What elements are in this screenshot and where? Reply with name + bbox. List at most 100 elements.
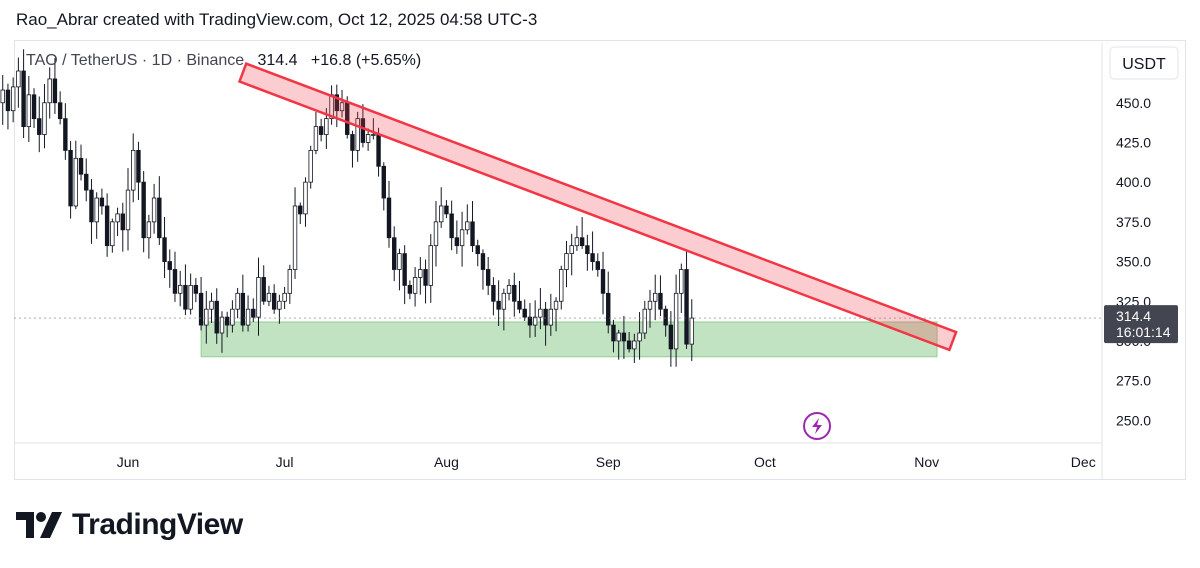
candle-down xyxy=(376,134,381,167)
candle-up xyxy=(438,205,444,223)
symbol-legend[interactable]: TAO / TetherUS · 1D · Binance 314.4 +16.… xyxy=(26,52,421,70)
price-tick-label: 350.0 xyxy=(1116,254,1151,270)
candle-up xyxy=(501,292,507,310)
candle-down xyxy=(485,269,491,286)
candle xyxy=(564,240,569,288)
candle-down xyxy=(334,94,339,112)
candle-up xyxy=(292,205,298,270)
time-tick-label: Sep xyxy=(596,454,621,470)
candle-down xyxy=(407,284,413,294)
candle xyxy=(512,272,517,317)
candle xyxy=(433,200,439,267)
candle-down xyxy=(5,89,11,112)
candle-up xyxy=(553,300,559,310)
currency-label[interactable]: USDT xyxy=(1122,56,1166,73)
candle xyxy=(177,270,183,307)
candle-up xyxy=(574,237,580,247)
candle xyxy=(465,204,470,235)
candle-down xyxy=(381,165,386,199)
candle xyxy=(99,188,105,215)
candle-up xyxy=(506,284,512,294)
candle xyxy=(292,187,298,279)
candle-up xyxy=(209,300,214,310)
candle xyxy=(559,265,564,310)
candle xyxy=(579,217,585,249)
time-tick-label: Jul xyxy=(276,454,294,470)
candle xyxy=(131,133,136,203)
candle xyxy=(261,265,266,305)
candle xyxy=(0,74,5,125)
candle xyxy=(240,274,246,332)
candle-down xyxy=(621,332,627,342)
candle-down xyxy=(595,261,600,270)
candle xyxy=(506,279,512,301)
last-price: 314.4 xyxy=(257,52,298,69)
candle-up xyxy=(219,316,225,334)
candle-up xyxy=(428,245,433,286)
candle xyxy=(235,287,240,319)
candle xyxy=(501,288,507,331)
candle-down xyxy=(496,300,501,310)
candle-up xyxy=(282,292,287,302)
candle xyxy=(407,280,413,300)
candle-up xyxy=(47,78,52,104)
candle-up xyxy=(256,277,261,318)
candle-down xyxy=(663,308,668,326)
chart-frame[interactable] xyxy=(14,40,1186,480)
candle xyxy=(47,67,52,119)
candle xyxy=(585,234,590,271)
candle-down xyxy=(658,292,663,310)
candle xyxy=(532,300,538,337)
candle xyxy=(303,177,308,227)
candle xyxy=(287,264,293,304)
candle xyxy=(365,128,371,151)
candle xyxy=(402,245,407,305)
candle-up xyxy=(26,94,32,127)
candle xyxy=(151,183,157,234)
candle xyxy=(548,293,554,336)
candle-down xyxy=(52,78,58,104)
candle xyxy=(423,259,428,304)
candle xyxy=(188,273,193,315)
candle xyxy=(157,176,162,246)
candle-up xyxy=(287,269,293,294)
candle xyxy=(193,278,199,303)
candle-up xyxy=(673,292,679,350)
candle-up xyxy=(146,221,152,239)
candle xyxy=(595,253,600,277)
candle xyxy=(397,248,402,291)
candle xyxy=(480,249,486,290)
resistance-trendline-zone xyxy=(237,62,958,352)
candle-up xyxy=(532,316,538,326)
candle-up xyxy=(559,269,564,302)
candle xyxy=(21,49,26,139)
candle-down xyxy=(167,261,172,270)
candle xyxy=(642,300,647,339)
candle-down xyxy=(585,245,590,255)
candle xyxy=(266,285,272,307)
candle xyxy=(632,333,637,363)
candle-down xyxy=(136,149,141,183)
candle-down xyxy=(141,181,146,239)
candle-down xyxy=(491,284,496,302)
tradingview-brand: TradingView xyxy=(16,508,243,542)
candle-down xyxy=(543,308,548,326)
candle-up xyxy=(204,308,209,326)
candle xyxy=(454,220,460,254)
candle xyxy=(517,281,522,314)
candle-down xyxy=(120,213,125,231)
candle-down xyxy=(350,134,355,151)
candle-down xyxy=(251,308,256,318)
price-tick-label: 275.0 xyxy=(1116,373,1151,389)
candle-up xyxy=(637,332,642,342)
candle-up xyxy=(125,189,131,231)
candle xyxy=(63,103,68,160)
candle-up xyxy=(412,277,418,294)
candle-up xyxy=(266,292,272,302)
candle-down xyxy=(600,269,606,294)
candle xyxy=(485,256,491,296)
candle-down xyxy=(402,253,407,286)
symbol-name: TAO / TetherUS · 1D · Binance xyxy=(26,52,245,69)
candle xyxy=(470,200,475,253)
